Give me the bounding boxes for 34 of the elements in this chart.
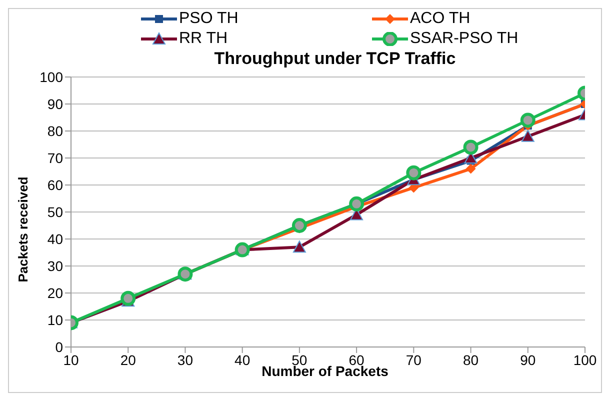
y-tick-label: 80: [47, 122, 64, 139]
point: [349, 196, 364, 212]
x-tick-label: 10: [63, 352, 79, 368]
y-tick-label: 20: [47, 284, 64, 301]
x-tick-label: 20: [120, 352, 136, 368]
y-tick-label: 60: [47, 176, 64, 193]
x-tick-label: 70: [406, 352, 422, 368]
y-tick-label: 40: [47, 230, 64, 247]
legend-label: ACO TH: [409, 9, 472, 29]
y-tick-label: 70: [47, 150, 64, 166]
legend-label: SSAR-PSO TH: [409, 29, 520, 49]
point: [521, 130, 534, 142]
y-tick-label: 10: [47, 312, 64, 328]
y-tick-label: 100: [40, 68, 64, 85]
y-axis-title: Packets received: [16, 176, 30, 282]
y-tick-label: 30: [47, 258, 64, 274]
point: [463, 140, 478, 155]
point: [292, 240, 306, 253]
x-tick-label: 90: [520, 352, 536, 368]
x-tick-label: 80: [462, 352, 479, 368]
point: [466, 164, 476, 174]
legend-label: RR TH: [178, 29, 229, 49]
point: [292, 218, 307, 233]
x-tick-label: 100: [573, 352, 597, 368]
x-tick-label: 30: [177, 352, 194, 368]
point: [406, 165, 422, 180]
y-tick-label: 0: [55, 338, 64, 355]
chart-title: Throughput under TCP Traffic: [213, 49, 457, 69]
y-tick-label: 90: [47, 96, 64, 112]
point: [120, 290, 136, 306]
x-tick-label: 40: [234, 352, 250, 368]
legend-label: PSO TH: [178, 9, 240, 29]
point: [520, 112, 536, 128]
y-tick-label: 50: [47, 204, 64, 220]
